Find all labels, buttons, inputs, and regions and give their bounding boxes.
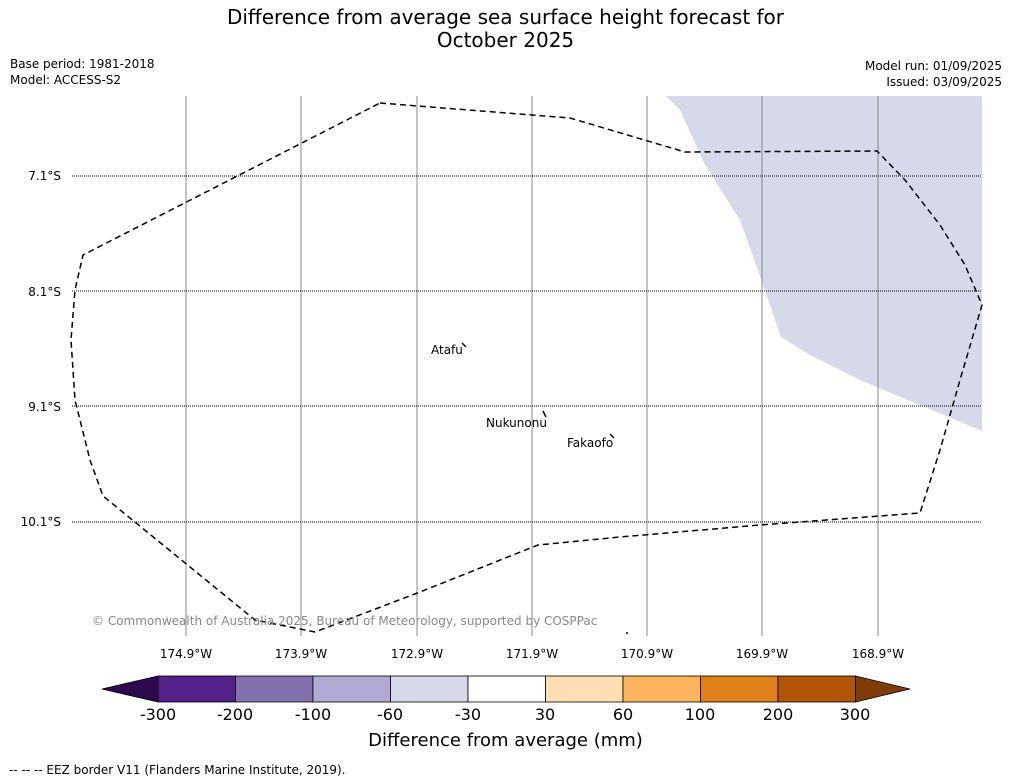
atafu-atoll <box>461 342 467 348</box>
lon-label-170-9: 170.9°W <box>620 647 674 661</box>
lon-label-173-9: 173.9°W <box>274 647 328 661</box>
colorbar-tick: -200 <box>216 705 254 724</box>
lat-label-8-1: 8.1°S <box>28 285 61 299</box>
colorbar <box>101 675 911 703</box>
lon-label-168-9: 168.9°W <box>851 647 905 661</box>
model-name: Model: ACCESS-S2 <box>10 73 122 87</box>
colorbar-tick: -60 <box>376 705 404 724</box>
base-period: Base period: 1981-2018 <box>10 57 155 71</box>
meta-left: Base period: 1981-2018 Model: ACCESS-S2 <box>10 56 155 88</box>
colorbar-tick: -100 <box>294 705 332 724</box>
fakaofo-atoll <box>609 433 615 439</box>
lon-label-174-9: 174.9°W <box>159 647 213 661</box>
colorbar-title: Difference from average (mm) <box>368 730 643 751</box>
colorbar-seg-2 <box>235 675 314 703</box>
colorbar-tick: 30 <box>534 705 556 724</box>
colorbar-seg-8 <box>700 675 779 703</box>
place-nukunonu: Nukunonu <box>486 416 547 430</box>
copyright-notice: © Commonwealth of Australia 2025, Bureau… <box>92 614 598 628</box>
model-run: Model run: 01/09/2025 <box>864 59 1002 73</box>
colorbar-tick: 60 <box>612 705 634 724</box>
colorbar-tick: 200 <box>762 705 794 724</box>
colorbar-seg-5 <box>467 675 546 703</box>
colorbar-high-extend <box>855 675 911 703</box>
anomaly-region <box>666 96 982 431</box>
colorbar-seg-6 <box>545 675 624 703</box>
title-line-2: October 2025 <box>436 28 575 52</box>
colorbar-tick: 300 <box>839 705 871 724</box>
swains-marker <box>626 632 628 634</box>
lat-label-7-1: 7.1°S <box>28 169 61 183</box>
meridian-lines <box>185 96 879 636</box>
colorbar-seg-7 <box>622 675 701 703</box>
lon-label-172-9: 172.9°W <box>390 647 444 661</box>
colorbar-tick: -30 <box>454 705 482 724</box>
place-fakaofo: Fakaofo <box>567 436 614 450</box>
colorbar-seg-1 <box>157 675 236 703</box>
colorbar-tick: 100 <box>684 705 716 724</box>
issued-date: Issued: 03/09/2025 <box>886 75 1002 89</box>
colorbar-tick: -300 <box>139 705 177 724</box>
title-line-1: Difference from average sea surface heig… <box>226 5 785 29</box>
lon-label-171-9: 171.9°W <box>505 647 559 661</box>
lat-label-9-1: 9.1°S <box>28 400 61 414</box>
colorbar-seg-3 <box>312 675 391 703</box>
lon-label-169-9: 169.9°W <box>735 647 789 661</box>
place-atafu: Atafu <box>431 343 463 357</box>
parallel-lines <box>72 175 982 523</box>
colorbar-seg-4 <box>390 675 469 703</box>
chart-title: Difference from average sea surface heig… <box>0 6 1011 52</box>
lat-label-10-1: 10.1°S <box>20 515 61 529</box>
colorbar-low-extend <box>101 675 159 703</box>
meta-right: Model run: 01/09/2025 Issued: 03/09/2025 <box>865 58 1002 90</box>
nukunonu-atoll <box>542 410 547 418</box>
colorbar-seg-9 <box>777 675 856 703</box>
eez-footnote: -- -- -- EEZ border V11 (Flanders Marine… <box>9 763 346 777</box>
